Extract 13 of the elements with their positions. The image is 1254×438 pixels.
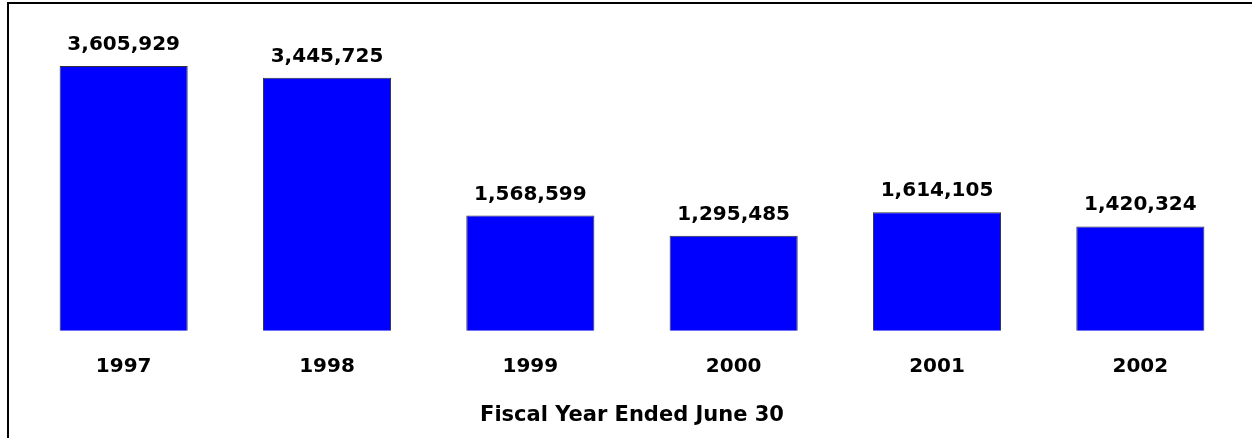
x-tick-label: 2001 <box>909 353 965 377</box>
x-tick-label: 1998 <box>299 353 355 377</box>
x-tick-label: 2000 <box>705 353 762 377</box>
x-tick-label: 1997 <box>95 353 152 377</box>
data-label: 3,445,725 <box>270 42 384 67</box>
data-label: 1,614,105 <box>880 177 994 202</box>
data-label: 1,295,485 <box>677 200 790 225</box>
x-axis-title: Fiscal Year Ended June 30 <box>480 401 784 426</box>
data-label: 3,605,929 <box>67 31 180 55</box>
data-label: 1,568,599 <box>474 180 587 205</box>
x-tick-label: 1999 <box>502 353 559 377</box>
data-label: 1,420,324 <box>1084 191 1197 216</box>
x-tick-label: 2002 <box>1112 353 1169 377</box>
